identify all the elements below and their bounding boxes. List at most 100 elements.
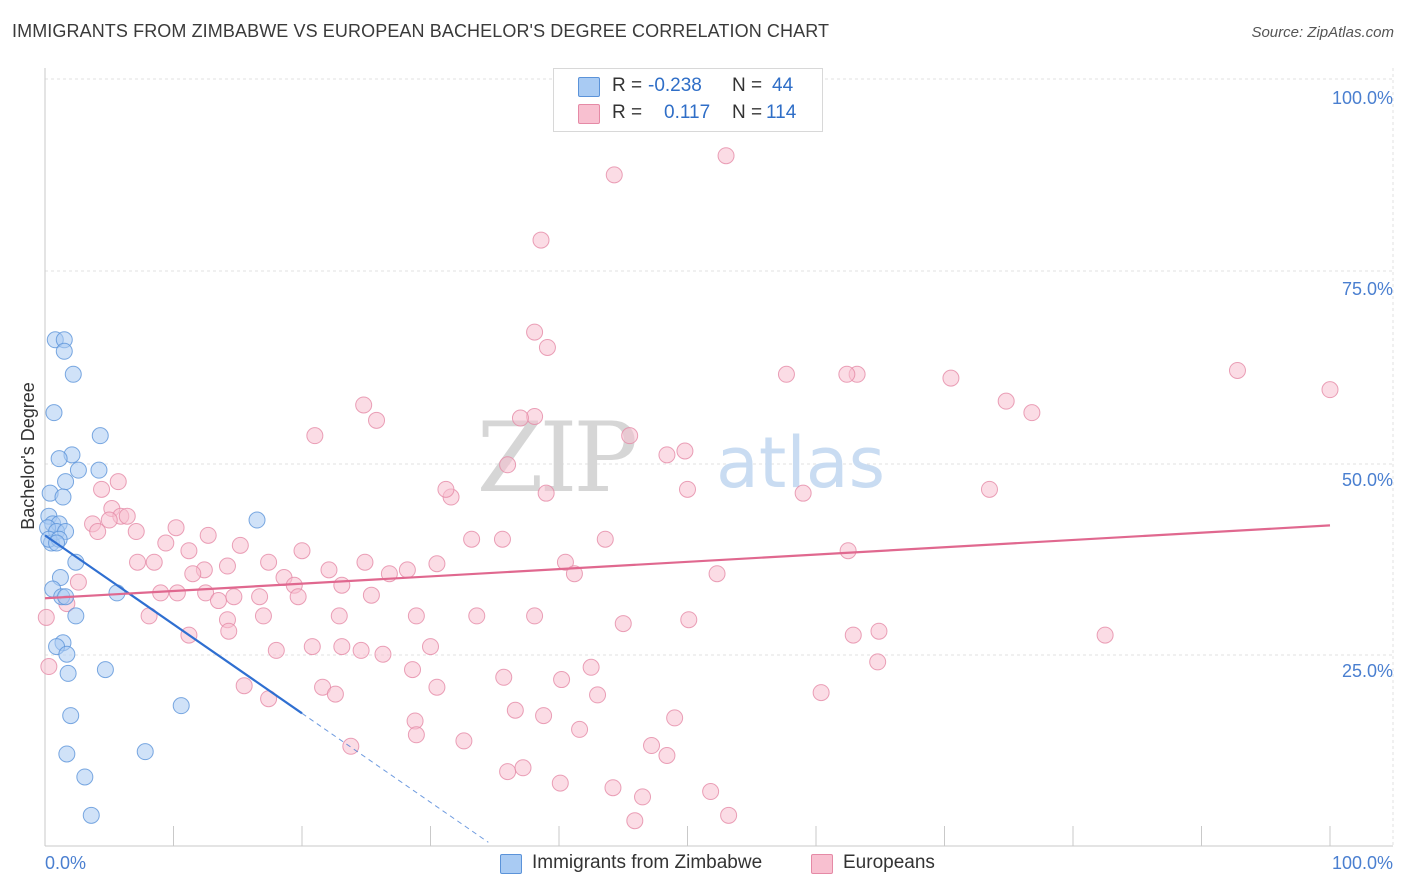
europeans-point — [260, 553, 278, 571]
europeans-point — [306, 427, 324, 445]
europeans-point — [100, 511, 118, 529]
europeans-point — [437, 480, 455, 498]
europeans-point — [538, 338, 556, 356]
europeans-point — [495, 668, 513, 686]
europeans-point — [127, 523, 145, 541]
europeans-point — [526, 323, 544, 341]
source-note: Source: ZipAtlas.com — [1251, 24, 1394, 41]
trend-lines — [44, 524, 1331, 843]
europeans-point — [1096, 626, 1114, 644]
zimbabwe-point — [58, 745, 76, 763]
r-value: 0.117 — [664, 102, 711, 123]
europeans-point — [145, 553, 163, 571]
zimbabwe-point — [69, 461, 87, 479]
europeans-point — [604, 779, 622, 797]
zimbabwe-point — [91, 427, 109, 445]
europeans-point — [326, 685, 344, 703]
europeans-point — [589, 686, 607, 704]
europeans-point — [553, 671, 571, 689]
europeans-point — [342, 737, 360, 755]
europeans-point — [231, 536, 249, 554]
europeans-point — [493, 530, 511, 548]
zimbabwe-point — [96, 661, 114, 679]
europeans-point — [839, 542, 857, 560]
europeans-point — [293, 542, 311, 560]
europeans-point — [526, 407, 544, 425]
zimbabwe-point — [54, 488, 72, 506]
europeans-point — [1228, 361, 1246, 379]
europeans-point — [658, 746, 676, 764]
europeans-point — [352, 641, 370, 659]
zimbabwe-point — [76, 768, 94, 786]
europeans-point — [499, 456, 517, 474]
europeans-point — [362, 586, 380, 604]
europeans-point — [844, 626, 862, 644]
europeans-point — [870, 622, 888, 640]
europeans-point — [407, 726, 425, 744]
europeans-point — [666, 709, 684, 727]
europeans-point — [289, 588, 307, 606]
zimbabwe-point — [45, 404, 63, 422]
zimbabwe-point — [82, 806, 100, 824]
europeans-point — [614, 615, 632, 633]
europeans-point — [455, 732, 473, 750]
europeans-point — [118, 507, 136, 525]
europeans-point — [621, 427, 639, 445]
zimbabwe-point — [67, 607, 85, 625]
europeans-point — [368, 411, 386, 429]
europeans-point — [794, 484, 812, 502]
europeans-point — [235, 677, 253, 695]
axes — [44, 68, 1393, 847]
europeans-point — [658, 446, 676, 464]
zimbabwe-point — [172, 697, 190, 715]
europeans-point — [812, 684, 830, 702]
europeans-point — [69, 573, 87, 591]
europeans-point — [596, 530, 614, 548]
legend-swatch-europeans — [811, 854, 833, 874]
europeans-point — [679, 480, 696, 498]
europeans-point — [422, 638, 439, 656]
chart-title: IMMIGRANTS FROM ZIMBABWE VS EUROPEAN BAC… — [12, 21, 830, 41]
europeans-point — [167, 519, 185, 537]
y-tick-label: 50.0% — [1342, 470, 1393, 490]
europeans-point — [254, 607, 272, 625]
legend-label-europeans: Europeans — [843, 852, 935, 873]
y-tick-label: 100.0% — [1332, 88, 1393, 108]
europeans-point — [168, 584, 186, 602]
europeans-point — [717, 147, 735, 165]
europeans-point — [333, 576, 351, 594]
europeans-point — [374, 645, 392, 663]
europeans-point — [702, 783, 720, 801]
europeans-point — [355, 396, 373, 414]
europeans-point — [526, 607, 544, 625]
n-label: N = — [732, 75, 763, 96]
europeans-point — [499, 763, 517, 781]
zimbabwe-point — [62, 707, 80, 725]
europeans-point — [676, 442, 694, 460]
europeans-point — [303, 638, 321, 656]
zimbabwe-point — [248, 511, 266, 529]
europeans-point — [1321, 381, 1339, 399]
r-value: -0.238 — [648, 75, 702, 96]
europeans-point — [89, 523, 107, 541]
europeans-point — [220, 622, 238, 640]
europeans-point — [184, 565, 202, 583]
x-tick-label: 100.0% — [1332, 853, 1393, 873]
r-label: R = — [612, 75, 643, 96]
zimbabwe-trend-line — [44, 534, 303, 715]
europeans-point — [428, 678, 446, 696]
zimbabwe-swatch — [578, 77, 600, 97]
europeans-points — [37, 147, 1339, 830]
europeans-point — [980, 480, 998, 498]
europeans-point — [942, 369, 960, 387]
zimbabwe-points — [39, 331, 266, 824]
europeans-point — [634, 788, 652, 806]
zimbabwe-point — [58, 645, 76, 663]
europeans-point — [463, 530, 481, 548]
europeans-point — [838, 365, 856, 383]
europeans-point — [398, 561, 416, 579]
europeans-point — [708, 565, 726, 583]
europeans-point — [582, 658, 600, 676]
legend-label-zimbabwe: Immigrants from Zimbabwe — [532, 852, 763, 873]
